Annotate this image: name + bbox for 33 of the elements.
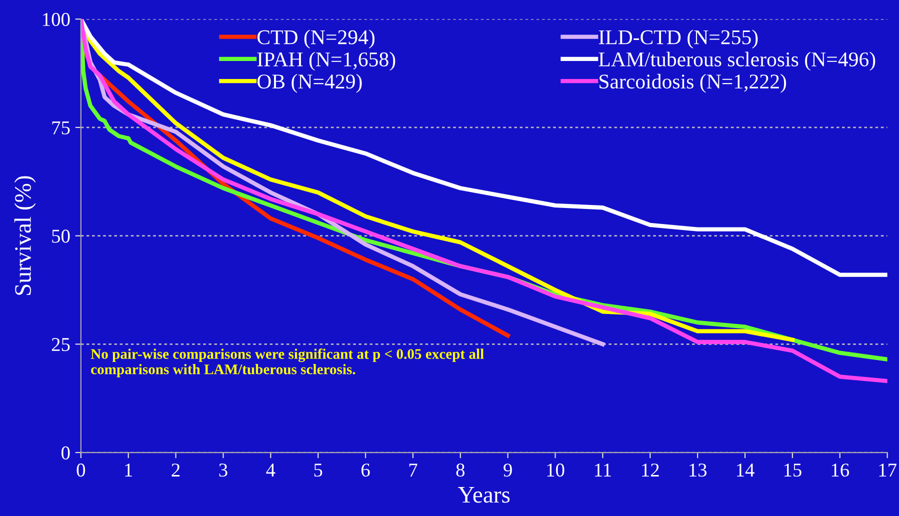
x-tick-label: 9 <box>504 464 512 477</box>
x-tick-label: 17 <box>879 464 896 476</box>
x-tick-label: 13 <box>690 464 707 477</box>
x-tick-label: 6 <box>361 464 370 477</box>
x-tick-label: 10 <box>547 464 564 477</box>
legend-label: Sarcoidosis (N=1,222) <box>600 74 786 93</box>
x-tick-label: 4 <box>266 464 276 476</box>
annotation: No pair-wise comparisons were significant at p < 0.05 except all comparisons with LAM/tuberous sclerosis. <box>90 348 484 378</box>
y-tick-label: 0 <box>62 446 70 460</box>
x-tick-label: 3 <box>219 464 228 477</box>
x-tick-label: 12 <box>642 464 659 476</box>
legend-label: OB (N=429) <box>257 74 362 93</box>
y-tick-label: 100 <box>43 12 70 26</box>
x-tick-label: 15 <box>784 464 802 477</box>
x-tick-label: 16 <box>832 464 850 477</box>
y-tick-label: 75 <box>52 121 70 134</box>
x-tick-label: 2 <box>172 464 180 476</box>
x-tick-label: 8 <box>456 464 465 477</box>
legend-label: ILD-CTD (N=255) <box>598 30 758 49</box>
x-tick-label: 5 <box>314 464 322 477</box>
x-axis-title: Years <box>458 487 510 503</box>
x-tick-label: 0 <box>76 464 86 477</box>
legend-label: LAM/tuberous sclerosis (N=496) <box>598 52 876 71</box>
legend-label: CTD (N=294) <box>257 30 374 49</box>
y-tick-label: 25 <box>52 338 70 352</box>
legend-label: IPAH (N=1,658) <box>257 52 396 71</box>
x-tick-label: 7 <box>409 464 418 476</box>
x-tick-label: 11 <box>595 464 611 476</box>
x-tick-label: 14 <box>736 464 754 476</box>
x-tick-label: 1 <box>125 464 132 476</box>
y-tick-label: 50 <box>52 230 70 243</box>
y-axis-title: Survival (%) <box>14 176 36 295</box>
line-series <box>80 19 888 277</box>
